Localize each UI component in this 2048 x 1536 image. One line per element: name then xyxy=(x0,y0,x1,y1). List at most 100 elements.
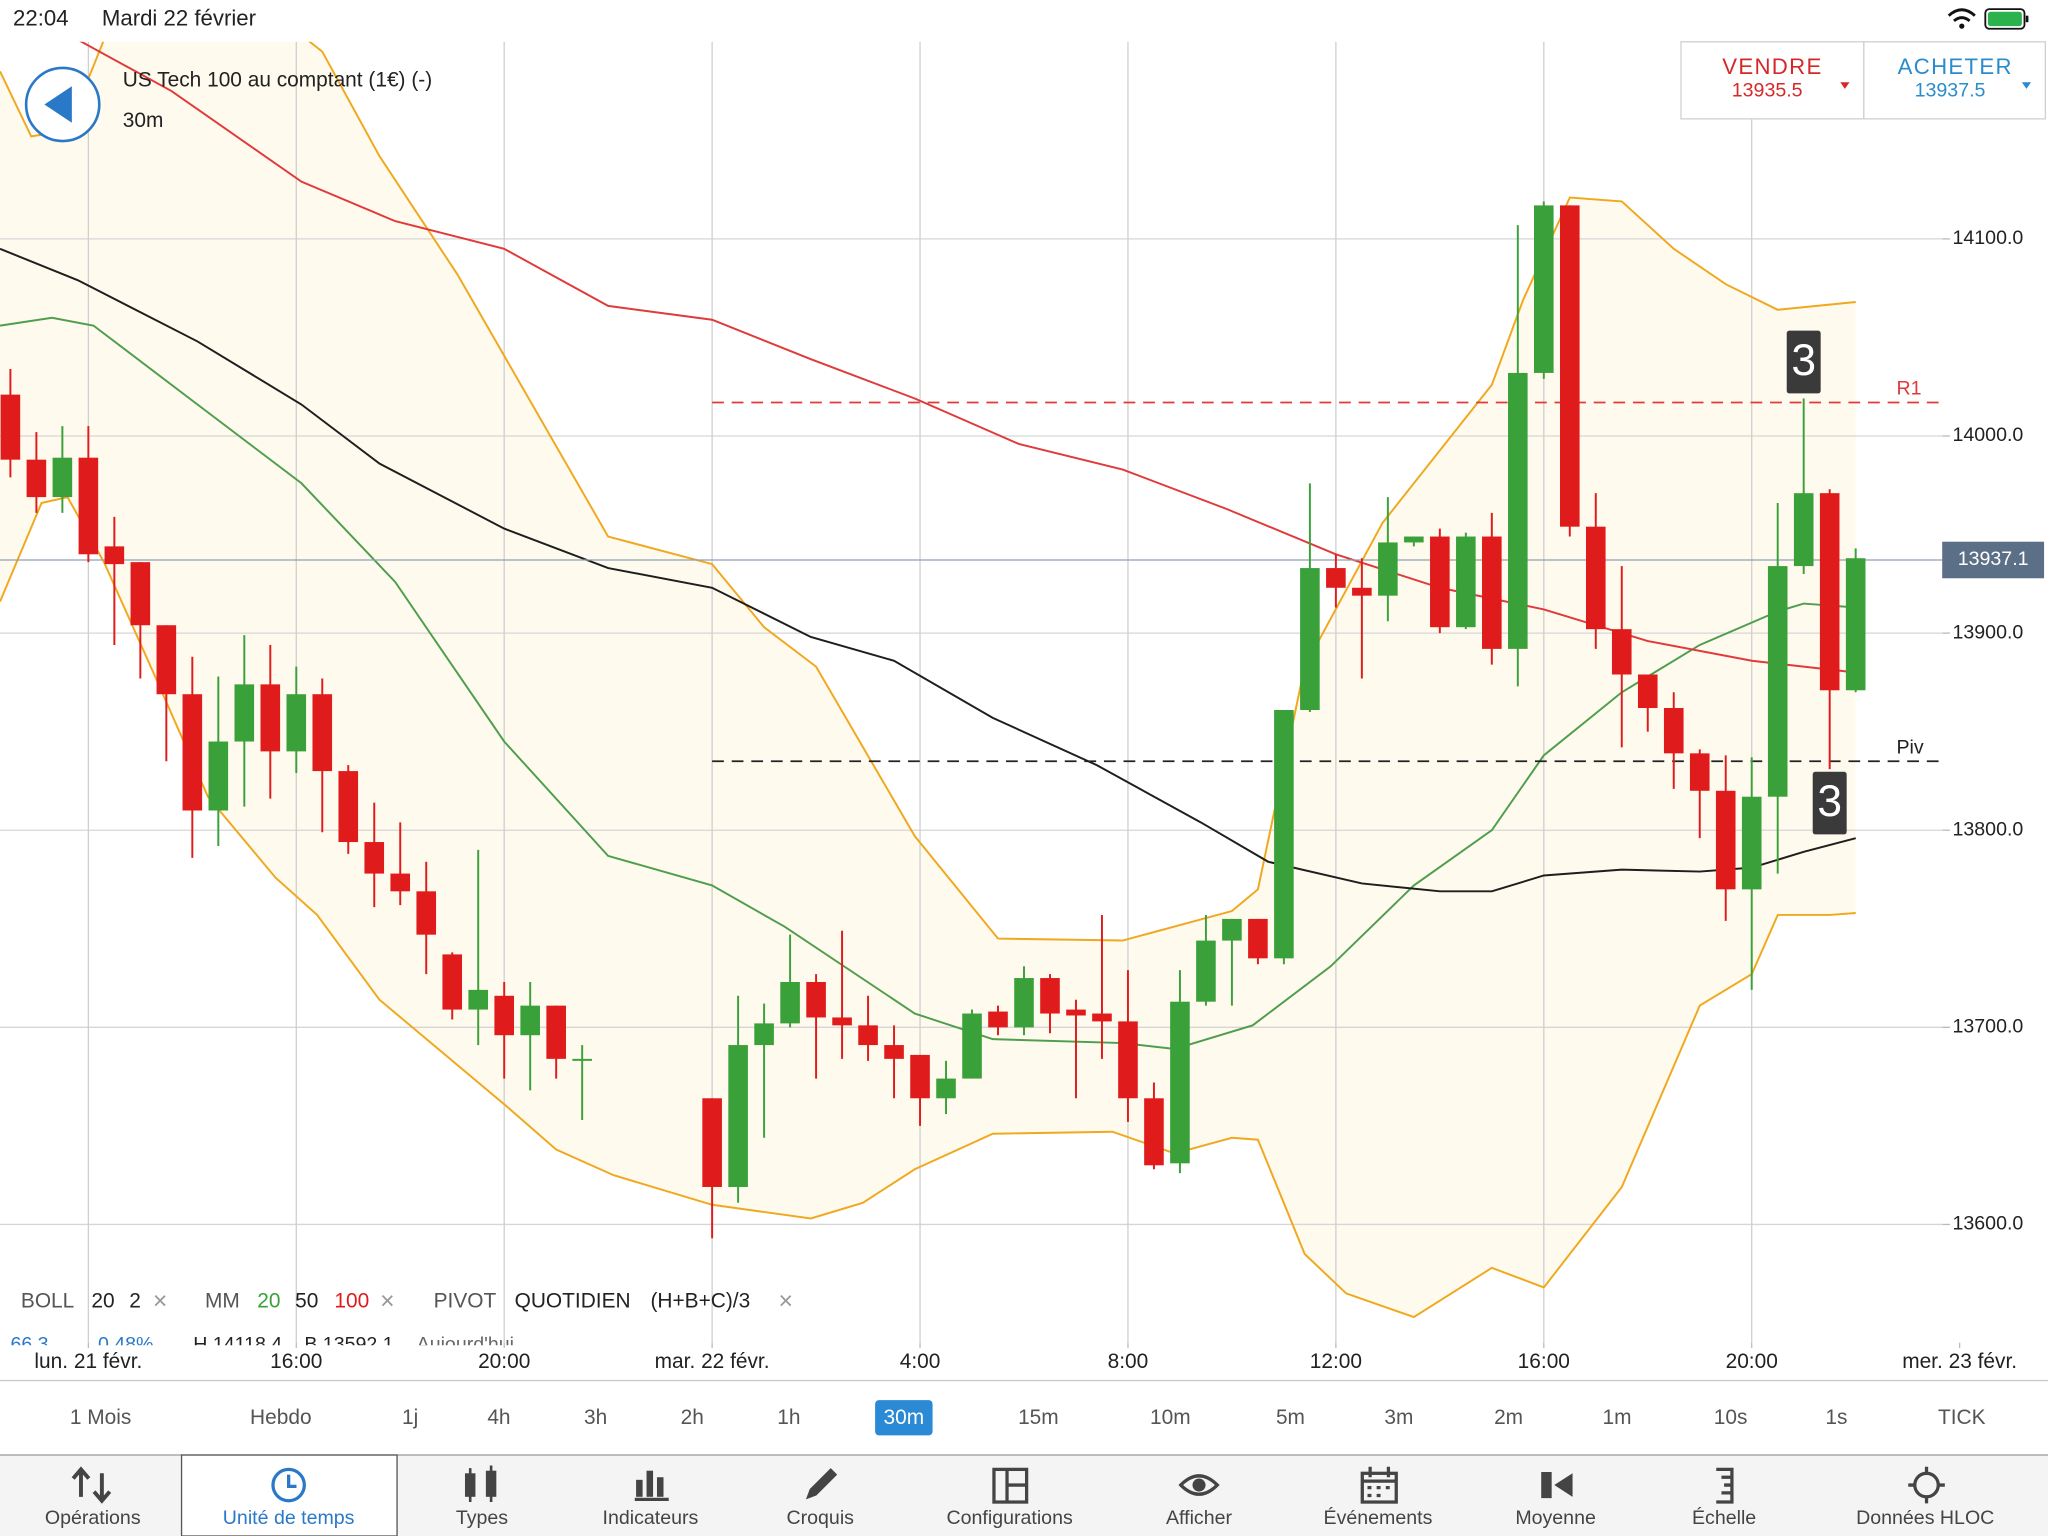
y-tick-label: 13700.0 xyxy=(1953,1015,2024,1037)
tab-selected xyxy=(180,1454,398,1536)
timeframe-option[interactable]: 30m xyxy=(884,1406,925,1429)
candle-body xyxy=(780,981,800,1024)
candle-body xyxy=(78,457,99,555)
candle-body xyxy=(910,1054,930,1099)
candle-body xyxy=(962,1013,982,1079)
candle-body xyxy=(442,954,463,1010)
tab-label[interactable]: Événements xyxy=(1324,1506,1433,1529)
sell-price: 13935.5 xyxy=(1732,80,1803,102)
candle-body xyxy=(52,457,73,498)
info-row: 66.3 0.48% H 14118.4 B 13592.1 Aujourd'h… xyxy=(10,1333,514,1355)
legend-mm[interactable]: MM xyxy=(205,1290,240,1313)
candle-body xyxy=(494,995,514,1036)
info-change: 0.48% xyxy=(98,1333,154,1355)
battery-tip xyxy=(2025,15,2029,23)
timeframe-option[interactable]: 1h xyxy=(777,1406,800,1429)
legend-mm-20: 20 xyxy=(257,1290,280,1313)
plot-area xyxy=(0,41,1943,1343)
moving-average xyxy=(0,316,1856,1050)
tab-label[interactable]: Configurations xyxy=(947,1507,1073,1529)
status-date: Mardi 22 février xyxy=(102,5,257,30)
candle-body xyxy=(1611,629,1632,675)
candle-body xyxy=(1741,796,1762,890)
candle-body xyxy=(156,625,177,695)
candle-body xyxy=(208,741,229,811)
timeframe-option[interactable]: 4h xyxy=(487,1406,510,1429)
candle-body xyxy=(1767,566,1788,797)
x-tick-label: 12:00 xyxy=(1310,1350,1362,1373)
tab-label[interactable]: Moyenne xyxy=(1515,1507,1596,1529)
timeframe-bar: 1 Mois Hebdo 1j 4h 3h 2h 1h 30m 15m 10m 5m 3m 2m 1m 10… xyxy=(70,1400,1986,1436)
candle-body xyxy=(1274,709,1294,959)
candle-body xyxy=(1689,753,1710,791)
tab-label[interactable]: Unité de temps xyxy=(223,1507,355,1529)
moving-average xyxy=(79,41,1856,674)
legend-pivot-formula: (H+B+C)/3 xyxy=(650,1290,750,1313)
timeframe-option[interactable]: 1 Mois xyxy=(70,1406,131,1429)
candle-body xyxy=(260,684,281,752)
wifi-icon xyxy=(1947,8,1976,23)
timeframe-option[interactable]: TICK xyxy=(1938,1406,1986,1429)
timeframe-option[interactable]: 10s xyxy=(1714,1406,1748,1429)
timeframe-option[interactable]: 1s xyxy=(1825,1406,1847,1429)
candle-body xyxy=(1715,790,1736,890)
sell-button[interactable]: VENDRE 13935.5 xyxy=(1680,41,1865,120)
tab-label[interactable]: Indicateurs xyxy=(603,1507,699,1529)
tab-label[interactable]: Croquis xyxy=(787,1507,855,1529)
timeframe-option[interactable]: 1j xyxy=(402,1406,418,1429)
sell-label: VENDRE xyxy=(1722,54,1822,79)
timeframe-option[interactable]: 5m xyxy=(1276,1406,1305,1429)
tab-label[interactable]: Échelle xyxy=(1692,1506,1756,1529)
timeframe-option[interactable]: 2h xyxy=(681,1406,704,1429)
candle-body xyxy=(1222,918,1242,941)
tab-label[interactable]: Données HLOC xyxy=(1856,1507,1994,1529)
remove-pivot[interactable]: × xyxy=(778,1288,792,1315)
price-label: 13937.1 xyxy=(1958,548,2029,570)
y-tick-label: 13900.0 xyxy=(1953,621,2024,643)
candle-body xyxy=(338,771,359,843)
candle-body xyxy=(858,1025,878,1046)
tab-label[interactable]: Opérations xyxy=(45,1507,141,1529)
candle-body xyxy=(130,562,151,626)
legend-pivot[interactable]: PIVOT xyxy=(434,1290,497,1313)
candle-body xyxy=(104,546,125,565)
candle-body xyxy=(468,989,489,1010)
timeframe-option[interactable]: 1m xyxy=(1602,1406,1631,1429)
timeframe-option[interactable]: 2m xyxy=(1494,1406,1523,1429)
timeframe-option[interactable]: 3m xyxy=(1384,1406,1413,1429)
candle-body xyxy=(936,1078,956,1099)
candle-body xyxy=(1404,536,1424,543)
x-tick-label: mar. 22 févr. xyxy=(655,1350,770,1373)
buy-button[interactable]: ACHETER 13937.5 xyxy=(1863,41,2047,120)
candle-body xyxy=(702,1098,722,1187)
timeframe-option[interactable]: 10m xyxy=(1150,1406,1191,1429)
info-today: Aujourd'hui xyxy=(417,1333,514,1355)
legend-boll[interactable]: BOLL xyxy=(21,1290,74,1313)
tab-label[interactable]: Afficher xyxy=(1166,1507,1232,1529)
tab-label[interactable]: Types xyxy=(456,1507,508,1529)
candle-body xyxy=(1378,542,1398,596)
candle-body xyxy=(1196,940,1216,1002)
timeframe-option[interactable]: 3h xyxy=(584,1406,607,1429)
timeframe-option[interactable]: Hebdo xyxy=(250,1406,312,1429)
info-low: B 13592.1 xyxy=(304,1333,393,1355)
timeframe-option[interactable]: 15m xyxy=(1018,1406,1059,1429)
remove-mm[interactable]: × xyxy=(380,1288,394,1315)
candle-body xyxy=(1014,978,1034,1028)
candle-body xyxy=(1845,558,1866,691)
candle-body xyxy=(234,684,255,742)
candle-body xyxy=(390,873,411,892)
candle-body xyxy=(1248,918,1268,959)
candle-body xyxy=(1092,1013,1112,1022)
annotation-label: 3 xyxy=(1817,777,1842,826)
x-tick-label: 16:00 xyxy=(270,1350,322,1373)
back-button[interactable] xyxy=(24,66,101,143)
candle-body xyxy=(1663,708,1684,754)
candle-body xyxy=(988,1011,1008,1028)
legend-pivot-period: QUOTIDIEN xyxy=(515,1290,631,1313)
remove-boll[interactable]: × xyxy=(153,1288,167,1315)
indicator-legend: BOLL 20 2 × MM 20 50 100 × PIVOT QUOTIDI… xyxy=(21,1288,793,1315)
candle-body xyxy=(364,842,385,874)
legend-mm-100: 100 xyxy=(334,1290,369,1313)
